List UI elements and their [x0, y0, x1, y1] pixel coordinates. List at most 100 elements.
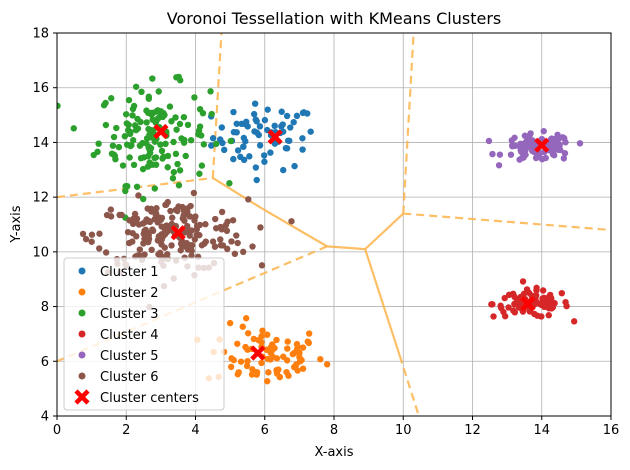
cluster-3-point [198, 162, 206, 169]
cluster-3-point [151, 185, 158, 192]
cluster-6-point [229, 217, 237, 224]
cluster-3-point [124, 183, 131, 190]
cluster-6-point [141, 251, 148, 258]
cluster-5-point [507, 151, 515, 158]
cluster-4-point [519, 278, 527, 285]
cluster-5-point [532, 154, 540, 162]
cluster-6-point [177, 247, 184, 254]
cluster-1-point [230, 155, 237, 163]
cluster-3-point [110, 151, 118, 158]
cluster-3-point [95, 140, 102, 147]
cluster-4-point [488, 301, 495, 308]
cluster-6-point [190, 189, 198, 197]
cluster-6-point [102, 249, 110, 256]
cluster-3-point [140, 195, 147, 203]
cluster-6-point [211, 243, 219, 250]
cluster-3-point [126, 130, 134, 138]
cluster-3-point [157, 141, 164, 148]
cluster-6-point [191, 236, 199, 243]
cluster-3-point [164, 152, 172, 160]
cluster-6-point [184, 227, 191, 235]
cluster-3-point [208, 110, 215, 118]
cluster-4-point [546, 291, 554, 299]
cluster-3-point [134, 115, 141, 123]
cluster-5-point [511, 142, 519, 150]
voronoi-edge-dashed [403, 212, 611, 232]
cluster-3-point [196, 170, 203, 177]
cluster-2-point [226, 319, 234, 327]
cluster-2-point [298, 356, 305, 364]
cluster-4-point [497, 304, 505, 312]
cluster-2-point [284, 338, 291, 345]
cluster-2-point [304, 338, 311, 345]
x-axis-label: X-axis [315, 445, 354, 460]
cluster-2-point [244, 346, 251, 353]
cluster-6-point [184, 222, 191, 230]
cluster-1-point [291, 162, 298, 170]
cluster-1-point [217, 136, 224, 143]
cluster-6-point [224, 245, 231, 253]
cluster-3-point [130, 161, 138, 169]
cluster-6-point [151, 215, 158, 223]
cluster-1-point [261, 116, 269, 124]
legend-marker-cluster-6 [78, 372, 86, 380]
cluster-1-point [253, 176, 260, 184]
cluster-6-point [107, 206, 115, 213]
cluster-6-point [136, 246, 144, 253]
cluster-3-point [138, 88, 145, 96]
cluster-6-point [228, 238, 235, 245]
cluster-6-point [146, 218, 153, 225]
cluster-2-point [280, 353, 287, 360]
cluster-6-point [156, 249, 164, 257]
cluster-1-point [233, 120, 240, 127]
cluster-4-point [510, 307, 517, 314]
cluster-6-point [107, 213, 115, 220]
cluster-6-point [196, 231, 203, 239]
cluster-6-point [124, 228, 132, 236]
cluster-1-point [279, 121, 286, 128]
cluster-3-point [110, 133, 118, 141]
cluster-6-point [184, 208, 191, 215]
cluster-3-point [226, 180, 233, 187]
cluster-3-point [57, 102, 61, 110]
cluster-1-point [286, 137, 293, 144]
cluster-3-point [125, 96, 133, 104]
cluster-2-point [259, 327, 266, 334]
cluster-4-point [562, 298, 569, 306]
voronoi-edge [212, 177, 262, 210]
cluster-1-point [282, 144, 290, 152]
cluster-6-point [191, 217, 198, 224]
legend: Cluster 1 Cluster 2 Cluster 3 Cluster 4 Clus… [63, 257, 225, 411]
cluster-3-point [227, 137, 235, 145]
cluster-6-point [240, 248, 247, 256]
cluster-6-point [169, 214, 176, 221]
cluster-2-point [317, 356, 324, 363]
cluster-3-point [115, 143, 123, 151]
cluster-2-point [273, 355, 281, 362]
cluster-6-point [88, 238, 95, 245]
cluster-3-point [160, 110, 167, 117]
cluster-1-point [240, 134, 248, 142]
x-axis-ticks: 0 2 4 6 8 10 12 14 16 [53, 416, 619, 438]
cluster-6-point [231, 250, 239, 258]
cluster-4-point [538, 301, 545, 309]
cluster-5-point [508, 137, 515, 144]
cluster-1-point [240, 143, 247, 150]
cluster-1-point [241, 120, 248, 128]
cluster-1-point [256, 142, 264, 149]
cluster-5-point [485, 137, 493, 145]
cluster-3-point [121, 133, 129, 140]
cluster-5-point [551, 152, 558, 159]
cluster-4-point [558, 289, 566, 297]
cluster-4-point [501, 294, 508, 302]
cluster-1-point [218, 124, 226, 131]
cluster-2-point [230, 356, 237, 364]
cluster-5-point [520, 154, 527, 161]
cluster-2-point [264, 355, 271, 363]
y-axis-label: Y-axis [9, 205, 24, 243]
cluster-3-point [109, 142, 117, 149]
cluster-2-point [253, 369, 261, 376]
cluster-3-point [145, 95, 153, 102]
cluster-6-point [234, 239, 241, 247]
cluster-1-point [256, 123, 264, 130]
